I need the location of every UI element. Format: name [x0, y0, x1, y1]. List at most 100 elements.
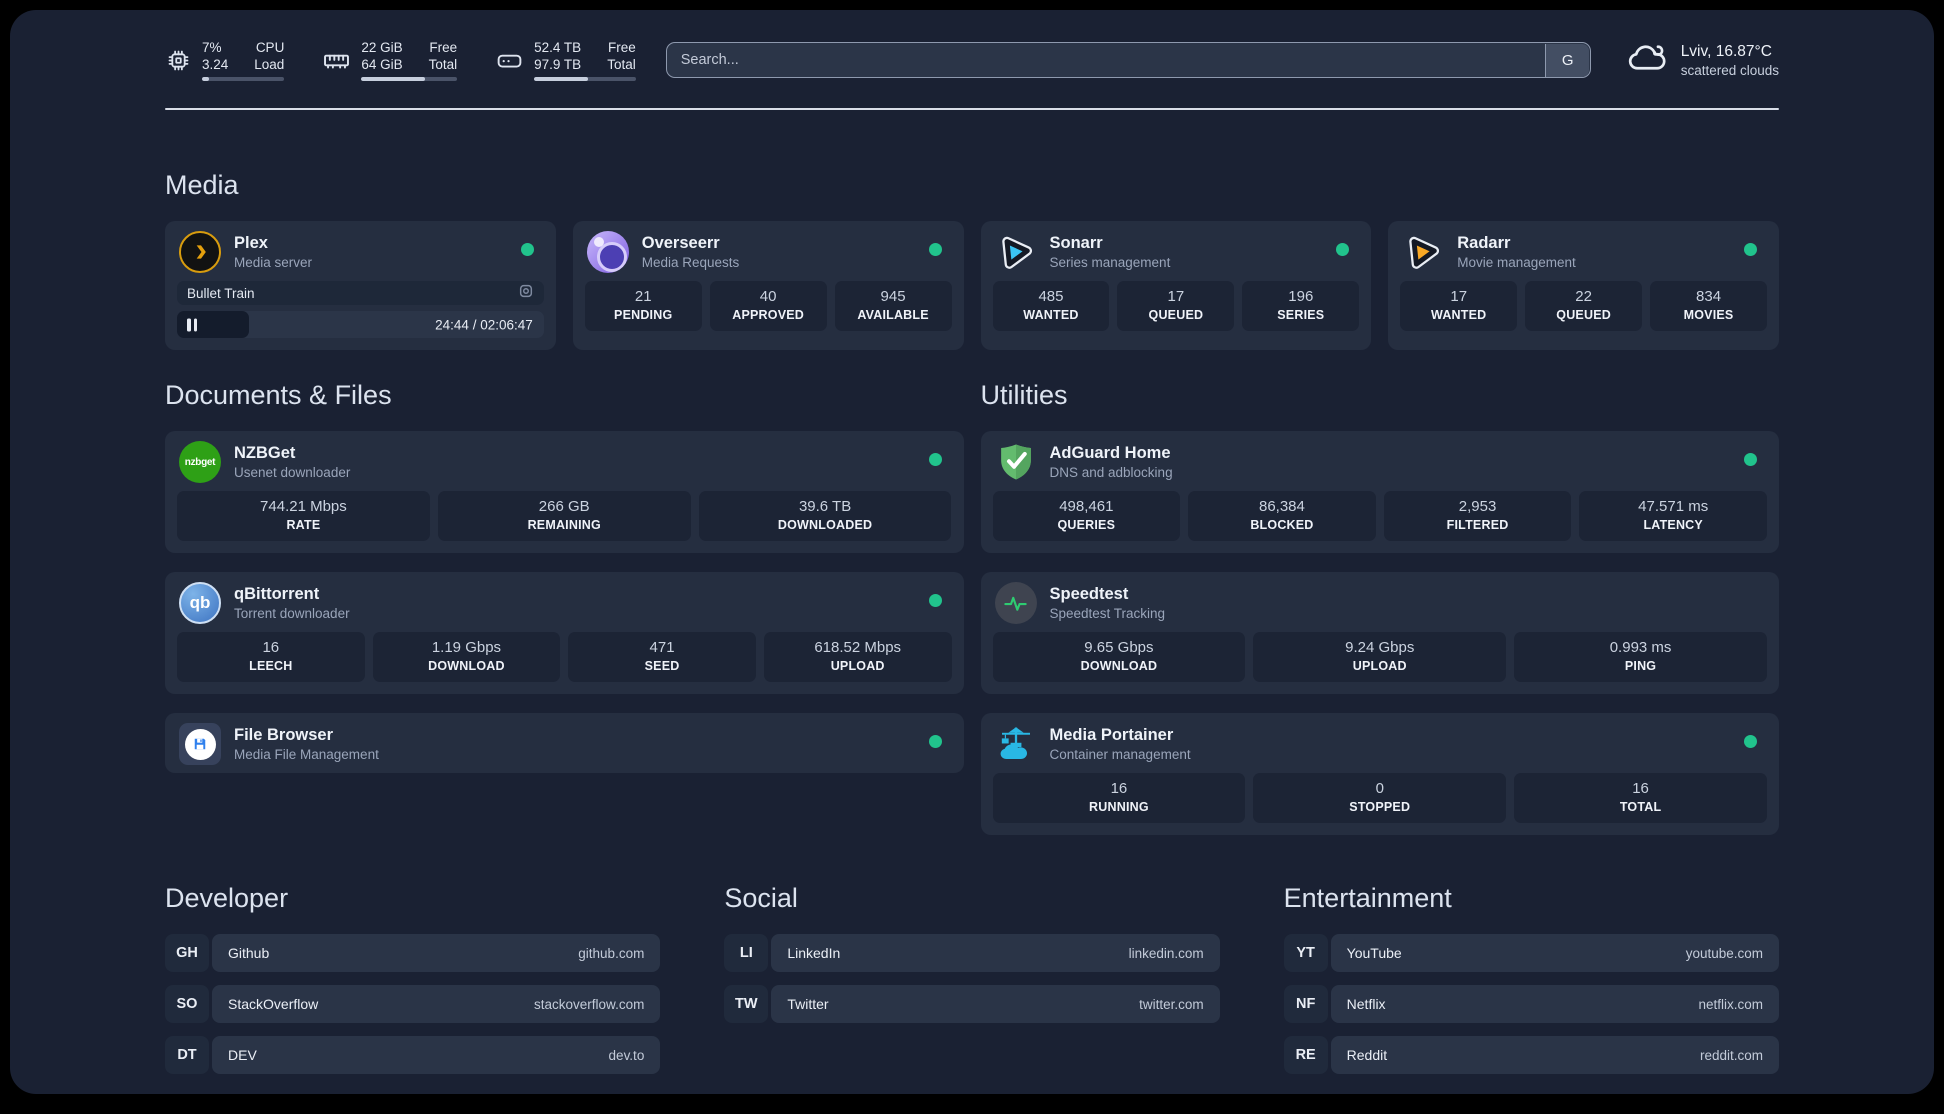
sonarr-icon [995, 231, 1037, 273]
bookmark-url: netflix.com [1698, 996, 1763, 1012]
bookmark-name: Twitter [787, 996, 829, 1012]
card-title: Media Portainer [1049, 726, 1174, 744]
divider [165, 108, 1779, 110]
stat-remaining: 266 GB REMAINING [437, 491, 691, 541]
card-title: NZBGet [234, 444, 296, 462]
section-title-social: Social [724, 883, 798, 913]
bookmarks-developer: Developer GH Github github.com SO StackO… [165, 883, 661, 1087]
memory-total-value: 64 GiB [361, 57, 403, 72]
card-subtitle: DNS and adblocking [1049, 465, 1173, 480]
bookmark-abbr: LI [724, 934, 769, 972]
memory-progress-bar [361, 77, 458, 81]
status-dot-online [1336, 243, 1350, 256]
nzbget-link[interactable]: nzbget NZBGet Usenet downloader [177, 439, 952, 491]
status-dot-online [928, 243, 942, 256]
bookmarks-social: Social LI LinkedIn linkedin.com TW Twitt… [724, 883, 1220, 1087]
sonarr-link[interactable]: Sonarr Series management [993, 229, 1360, 281]
bookmark-url: reddit.com [1699, 1047, 1763, 1063]
radarr-link[interactable]: Radarr Movie management [1400, 229, 1767, 281]
memory-icon [322, 46, 351, 75]
card-qbittorrent: qb qBittorrent Torrent downloader 16 LEE… [165, 572, 964, 694]
card-overseerr: Overseerr Media Requests 21 PENDING 40 A… [572, 221, 964, 350]
overseerr-link[interactable]: Overseerr Media Requests [585, 229, 952, 281]
bookmark-abbr: DT [165, 1036, 209, 1074]
playback-progress-bar: 24:44 / 02:06:47 [177, 311, 544, 338]
resource-widgets: 7% CPU 3.24 Load [165, 39, 636, 81]
filebrowser-link[interactable]: File Browser Media File Management [177, 721, 952, 765]
card-sonarr: Sonarr Series management 485 WANTED 17 Q… [980, 221, 1372, 350]
cloud-icon [1625, 36, 1668, 84]
radarr-icon [1402, 231, 1444, 273]
memory-progress-fill [361, 77, 425, 81]
disk-total-label: Total [607, 57, 636, 72]
adguard-link[interactable]: AdGuard Home DNS and adblocking [993, 439, 1768, 491]
card-subtitle: Usenet downloader [234, 465, 351, 480]
status-dot-online [1744, 735, 1757, 748]
speedtest-link[interactable]: Speedtest Speedtest Tracking [993, 580, 1768, 632]
stat-queued: 22 QUEUED [1525, 281, 1643, 331]
search-engine-button[interactable]: G [1545, 43, 1590, 77]
cpu-load-value: 3.24 [202, 57, 229, 72]
memory-free-label: Free [429, 40, 458, 55]
stat-blocked: 86,384 BLOCKED [1188, 491, 1376, 541]
bookmark-abbr: SO [165, 985, 209, 1023]
speedtest-icon [994, 582, 1037, 624]
status-dot-online [928, 594, 942, 607]
bookmark-abbr: GH [165, 934, 209, 972]
card-title: AdGuard Home [1049, 444, 1171, 462]
card-title: Plex [234, 234, 268, 252]
bookmark-linkedin[interactable]: LI LinkedIn linkedin.com [724, 934, 1220, 972]
bookmark-netflix[interactable]: NF Netflix netflix.com [1283, 985, 1779, 1023]
dashboard: 7% CPU 3.24 Load [10, 10, 1934, 1094]
adguard-icon [995, 441, 1037, 483]
stat-stopped: 0 STOPPED [1253, 773, 1507, 823]
bookmark-github[interactable]: GH Github github.com [165, 934, 661, 972]
cpu-usage-value: 7% [202, 40, 222, 55]
bookmark-twitter[interactable]: TW Twitter twitter.com [724, 985, 1220, 1023]
card-title: Overseerr [641, 234, 720, 252]
weather-location: Lviv, 16.87°C [1680, 42, 1772, 60]
stat-running: 16 RUNNING [992, 773, 1246, 823]
bookmark-url: stackoverflow.com [534, 996, 645, 1012]
stat-rate: 744.21 Mbps RATE [177, 491, 430, 541]
bookmark-stackoverflow[interactable]: SO StackOverflow stackoverflow.com [165, 985, 661, 1023]
bookmark-name: Github [228, 945, 270, 961]
media-grid: Plex Media server Bullet Train 24:44 / 0… [165, 221, 1779, 350]
card-plex: Plex Media server Bullet Train 24:44 / 0… [165, 221, 556, 350]
stat-movies: 834 MOVIES [1650, 281, 1768, 331]
bookmark-abbr: RE [1283, 1036, 1328, 1074]
qbittorrent-link[interactable]: qb qBittorrent Torrent downloader [177, 580, 952, 632]
portainer-link[interactable]: Media Portainer Container management [993, 721, 1768, 773]
section-title-entertainment: Entertainment [1283, 883, 1452, 913]
plex-link[interactable]: Plex Media server [177, 229, 544, 281]
stat-latency: 47.571 ms LATENCY [1579, 491, 1767, 541]
bookmark-url: linkedin.com [1128, 945, 1204, 961]
search-input[interactable] [665, 42, 1591, 78]
bookmark-name: StackOverflow [228, 996, 319, 1012]
bookmark-dev[interactable]: DT DEV dev.to [165, 1036, 661, 1074]
bookmark-name: YouTube [1346, 945, 1402, 961]
filebrowser-icon [179, 723, 221, 765]
status-dot-online [1744, 453, 1757, 466]
stat-wanted: 17 WANTED [1400, 281, 1518, 331]
bookmark-youtube[interactable]: YT YouTube youtube.com [1283, 934, 1779, 972]
memory-free-value: 22 GiB [361, 40, 403, 55]
bookmark-name: LinkedIn [787, 945, 841, 961]
disk-free-value: 52.4 TB [534, 40, 582, 55]
stat-pending: 21 PENDING [584, 281, 702, 331]
camera-icon [518, 283, 534, 304]
cpu-load-label: Load [254, 57, 285, 72]
bookmarks: Developer GH Github github.com SO StackO… [165, 883, 1779, 1087]
stat-downloaded: 39.6 TB DOWNLOADED [698, 491, 952, 541]
bookmark-url: youtube.com [1685, 945, 1763, 961]
bookmark-name: DEV [228, 1047, 257, 1063]
bookmark-reddit[interactable]: RE Reddit reddit.com [1283, 1036, 1779, 1074]
bookmark-url: dev.to [608, 1047, 645, 1063]
qbittorrent-icon: qb [179, 582, 221, 624]
bookmark-name: Reddit [1346, 1047, 1388, 1063]
stat-approved: 40 APPROVED [709, 281, 827, 331]
memory-widget: 22 GiB Free 64 GiB Total [322, 39, 458, 81]
nzbget-icon: nzbget [179, 441, 221, 483]
section-title-documents: Documents & Files [165, 380, 392, 410]
search-bar: G [665, 42, 1591, 78]
